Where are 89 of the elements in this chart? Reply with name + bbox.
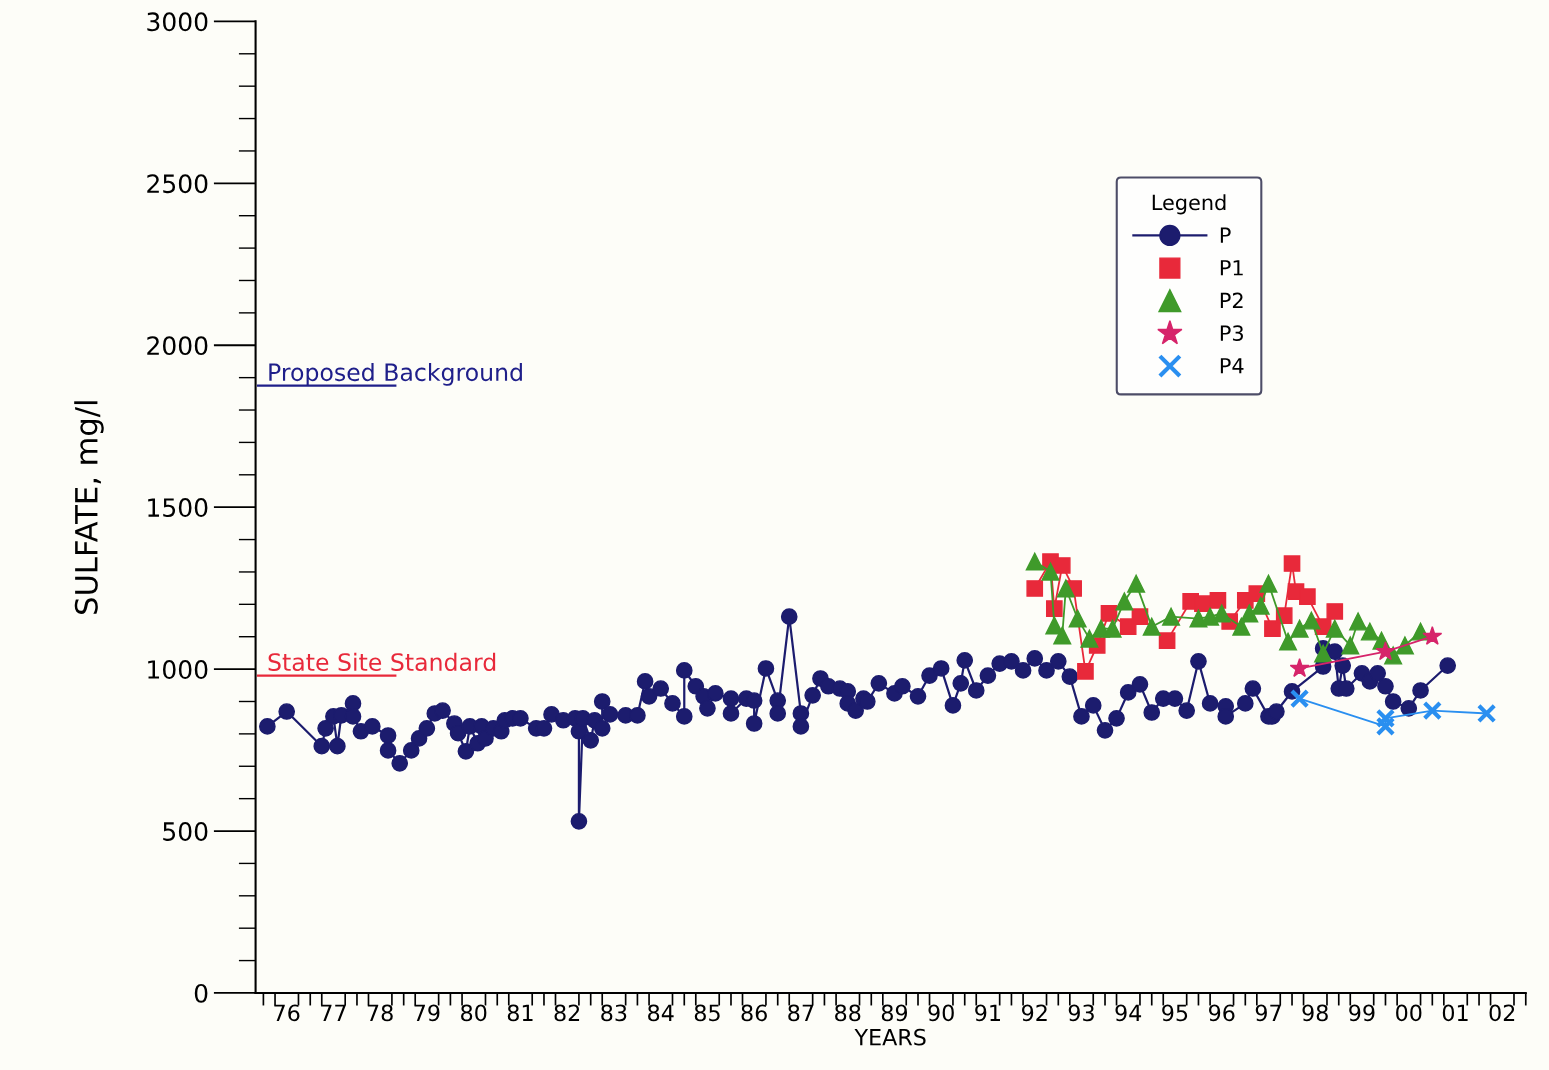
x-tick-label: 01 (1442, 1004, 1468, 1022)
point (1119, 618, 1137, 636)
x-tick-label: 89 (881, 1004, 908, 1022)
point (1056, 579, 1075, 598)
x-tick-label: 99 (1349, 1004, 1375, 1022)
point (1325, 619, 1344, 638)
point (1299, 588, 1316, 605)
x-tick-label: 80 (461, 1004, 487, 1022)
point (1375, 716, 1396, 737)
point (1026, 580, 1044, 597)
point (1053, 557, 1071, 574)
point (1068, 609, 1087, 628)
point (1422, 625, 1443, 645)
y-tick-label: 0 (194, 983, 208, 1003)
x-tick-label: 95 (1162, 1004, 1188, 1022)
point (1115, 592, 1134, 611)
point (1422, 700, 1443, 721)
point (1077, 663, 1094, 680)
x-tick-label: 86 (741, 1004, 767, 1022)
x-tick-label: 90 (928, 1004, 954, 1022)
point (1053, 626, 1072, 645)
x-tick-label: 76 (274, 1004, 300, 1022)
legend-label: P1 (1220, 260, 1243, 276)
x-tick-label: 02 (1489, 1004, 1515, 1022)
y-tick-label: 500 (163, 821, 208, 841)
x-tick-label: 87 (788, 1004, 814, 1022)
point (1283, 555, 1301, 572)
point (1349, 612, 1368, 631)
point (1476, 703, 1497, 724)
point (1041, 562, 1060, 581)
point (1080, 629, 1099, 648)
y-tick-label: 2500 (147, 174, 208, 194)
point (1100, 605, 1118, 622)
point (1251, 596, 1270, 615)
point (1302, 611, 1321, 630)
legend-label: P4 (1220, 358, 1244, 374)
x-tick-label: 77 (321, 1004, 346, 1021)
point (1158, 632, 1176, 649)
point (1259, 574, 1278, 593)
point (1209, 592, 1227, 609)
point (1240, 604, 1259, 623)
x-tick-label: 96 (1209, 1004, 1235, 1022)
y-tick-label: 2000 (147, 336, 208, 356)
point (1127, 574, 1146, 593)
point (1314, 644, 1333, 663)
point (1162, 607, 1181, 626)
x-tick-label: 84 (648, 1004, 674, 1022)
point (1103, 619, 1122, 638)
point (1194, 595, 1211, 613)
point (1025, 552, 1044, 571)
x-tick-label: 94 (1115, 1004, 1142, 1022)
ref-line-label: Proposed Background (269, 362, 522, 386)
point (1375, 708, 1396, 729)
point (1131, 608, 1149, 625)
ref-line-label: State Site Standard (268, 652, 496, 672)
x-tick-label: 88 (835, 1004, 861, 1022)
x-tick-label: 78 (367, 1004, 393, 1022)
x-tick-label: 83 (601, 1004, 627, 1022)
legend-label: P2 (1220, 292, 1243, 309)
x-tick-label: 93 (1068, 1004, 1094, 1022)
point (1375, 641, 1396, 661)
y-tick-label: 1000 (148, 660, 208, 679)
x-tick-label: 00 (1396, 1004, 1422, 1022)
point (1232, 617, 1251, 636)
point (1264, 620, 1281, 637)
x-tick-label: 98 (1302, 1004, 1328, 1022)
x-tick-label: 79 (414, 1004, 440, 1022)
x-tick-label: 82 (554, 1004, 580, 1022)
x-tick-label: 85 (694, 1004, 720, 1022)
y-axis-title: SULFATE, mg/l (74, 401, 104, 614)
point (1360, 622, 1379, 641)
point (1142, 617, 1161, 636)
x-axis-title: YEARS (854, 1028, 926, 1046)
y-tick-label: 1500 (148, 498, 208, 518)
point (1289, 658, 1310, 678)
x-tick-label: 97 (1255, 1004, 1281, 1022)
point (1279, 632, 1298, 651)
x-tick-label: 91 (975, 1004, 1000, 1022)
point (1341, 636, 1360, 655)
y-tick-label: 3000 (147, 12, 208, 32)
x-tick-label: 81 (507, 1004, 533, 1022)
legend-title: Legend (1152, 194, 1226, 215)
point (1289, 688, 1310, 709)
point (1290, 619, 1309, 638)
point (1326, 603, 1344, 620)
legend-label: P3 (1220, 325, 1243, 341)
point (1201, 607, 1220, 626)
x-tick-label: 92 (1022, 1004, 1047, 1022)
legend-label: P (1220, 227, 1231, 243)
